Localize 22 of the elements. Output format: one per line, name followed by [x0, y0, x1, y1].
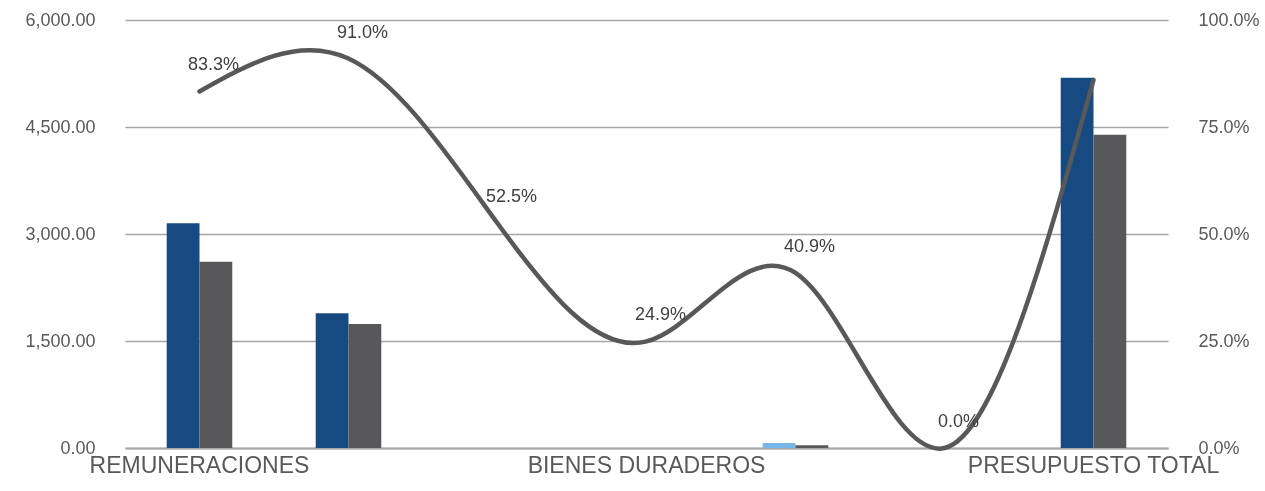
bar: [199, 261, 233, 448]
data-label: 83.3%: [187, 54, 240, 75]
bar: [762, 443, 796, 448]
bar: [315, 313, 349, 448]
y2-tick-label: 100.0%: [1198, 9, 1260, 30]
y-tick-label: 1,500.00: [25, 330, 96, 351]
data-label: 40.9%: [783, 235, 836, 256]
y-tick-label: 4,500.00: [25, 116, 96, 137]
data-label: 52.5%: [485, 186, 538, 207]
bar: [795, 445, 829, 448]
data-label: 24.9%: [634, 304, 687, 325]
bar: [1093, 134, 1127, 448]
y2-tick-label: 50.0%: [1198, 223, 1250, 244]
bar: [1060, 77, 1094, 448]
y2-tick-label: 75.0%: [1198, 116, 1250, 137]
y-tick-label: 3,000.00: [25, 223, 96, 244]
y-tick-label: 6,000.00: [25, 9, 96, 30]
x-tick-label: BIENES DURADEROS: [527, 451, 766, 478]
bar: [348, 323, 382, 448]
y2-tick-label: 25.0%: [1198, 330, 1250, 351]
bar: [166, 223, 200, 448]
data-label: 91.0%: [336, 21, 389, 42]
